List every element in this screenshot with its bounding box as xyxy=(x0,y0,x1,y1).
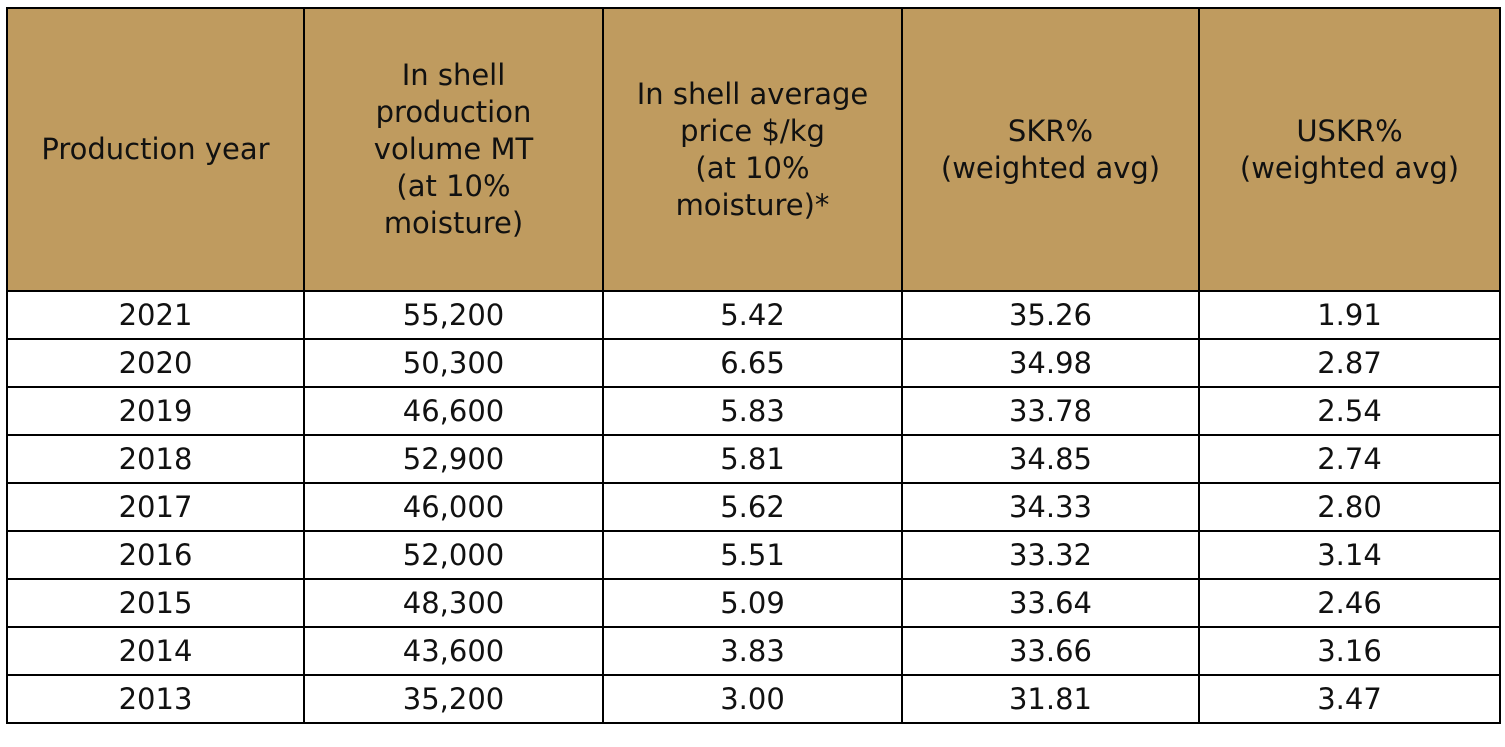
cell-year: 2018 xyxy=(6,434,305,484)
cell-uskr: 2.46 xyxy=(1198,578,1501,628)
cell-volume: 35,200 xyxy=(303,674,604,724)
header-uskr: USKR% (weighted avg) xyxy=(1198,7,1501,292)
cell-price: 5.09 xyxy=(602,578,903,628)
cell-uskr: 2.54 xyxy=(1198,386,1501,436)
cell-year: 2021 xyxy=(6,290,305,340)
cell-uskr: 3.47 xyxy=(1198,674,1501,724)
cell-price: 5.42 xyxy=(602,290,903,340)
production-table: Production year In shell production volu… xyxy=(6,7,1501,724)
cell-skr: 33.64 xyxy=(901,578,1200,628)
cell-uskr: 2.74 xyxy=(1198,434,1501,484)
cell-year: 2015 xyxy=(6,578,305,628)
cell-price: 3.83 xyxy=(602,626,903,676)
cell-year: 2014 xyxy=(6,626,305,676)
table-row: 2013 35,200 3.00 31.81 3.47 xyxy=(6,674,1501,724)
cell-volume: 52,900 xyxy=(303,434,604,484)
cell-skr: 34.85 xyxy=(901,434,1200,484)
cell-volume: 46,000 xyxy=(303,482,604,532)
cell-price: 3.00 xyxy=(602,674,903,724)
cell-price: 5.62 xyxy=(602,482,903,532)
cell-uskr: 3.14 xyxy=(1198,530,1501,580)
cell-price: 6.65 xyxy=(602,338,903,388)
table-row: 2016 52,000 5.51 33.32 3.14 xyxy=(6,530,1501,580)
cell-uskr: 2.80 xyxy=(1198,482,1501,532)
cell-volume: 52,000 xyxy=(303,530,604,580)
cell-skr: 31.81 xyxy=(901,674,1200,724)
cell-volume: 50,300 xyxy=(303,338,604,388)
table-row: 2014 43,600 3.83 33.66 3.16 xyxy=(6,626,1501,676)
cell-skr: 34.98 xyxy=(901,338,1200,388)
header-row: Production year In shell production volu… xyxy=(6,7,1501,292)
cell-year: 2013 xyxy=(6,674,305,724)
table-row: 2015 48,300 5.09 33.64 2.46 xyxy=(6,578,1501,628)
cell-skr: 35.26 xyxy=(901,290,1200,340)
header-skr: SKR% (weighted avg) xyxy=(901,7,1200,292)
cell-year: 2017 xyxy=(6,482,305,532)
table-row: 2017 46,000 5.62 34.33 2.80 xyxy=(6,482,1501,532)
cell-volume: 43,600 xyxy=(303,626,604,676)
cell-skr: 33.66 xyxy=(901,626,1200,676)
cell-uskr: 3.16 xyxy=(1198,626,1501,676)
cell-uskr: 2.87 xyxy=(1198,338,1501,388)
header-production-year: Production year xyxy=(6,7,305,292)
cell-skr: 34.33 xyxy=(901,482,1200,532)
header-production-volume: In shell production volume MT (at 10% mo… xyxy=(303,7,604,292)
cell-price: 5.83 xyxy=(602,386,903,436)
cell-year: 2019 xyxy=(6,386,305,436)
cell-volume: 46,600 xyxy=(303,386,604,436)
cell-volume: 55,200 xyxy=(303,290,604,340)
cell-skr: 33.78 xyxy=(901,386,1200,436)
cell-year: 2020 xyxy=(6,338,305,388)
cell-year: 2016 xyxy=(6,530,305,580)
cell-uskr: 1.91 xyxy=(1198,290,1501,340)
header-average-price: In shell average price $/kg (at 10% mois… xyxy=(602,7,903,292)
cell-price: 5.81 xyxy=(602,434,903,484)
table-row: 2020 50,300 6.65 34.98 2.87 xyxy=(6,338,1501,388)
cell-price: 5.51 xyxy=(602,530,903,580)
table-row: 2021 55,200 5.42 35.26 1.91 xyxy=(6,290,1501,340)
table-row: 2018 52,900 5.81 34.85 2.74 xyxy=(6,434,1501,484)
cell-skr: 33.32 xyxy=(901,530,1200,580)
cell-volume: 48,300 xyxy=(303,578,604,628)
table-row: 2019 46,600 5.83 33.78 2.54 xyxy=(6,386,1501,436)
